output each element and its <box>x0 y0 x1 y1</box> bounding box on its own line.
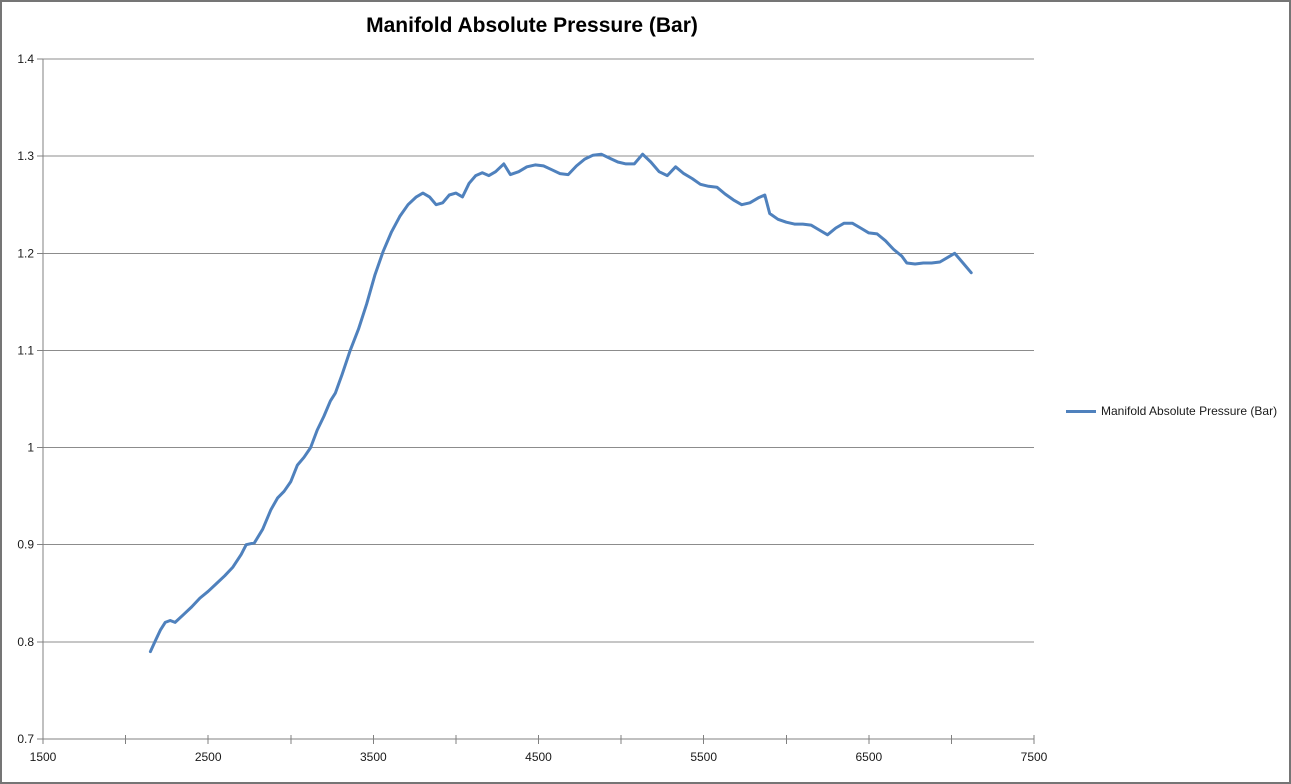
y-tick-label: 0.8 <box>17 635 34 649</box>
series-line <box>148 152 973 654</box>
x-tick-label: 2500 <box>195 750 222 764</box>
legend-line-sample-icon <box>1066 409 1096 413</box>
y-tick-label: 0.9 <box>17 538 34 552</box>
y-tick-label: 1 <box>27 441 34 455</box>
chart-title: Manifold Absolute Pressure (Bar) <box>366 14 698 37</box>
legend-label: Manifold Absolute Pressure (Bar) <box>1101 404 1278 418</box>
x-tick-label: 1500 <box>30 750 57 764</box>
y-tick-label: 1.4 <box>17 52 34 66</box>
x-tick-label: 5500 <box>690 750 717 764</box>
legend: Manifold Absolute Pressure (Bar) <box>1066 401 1277 421</box>
x-tick-label: 3500 <box>360 750 387 764</box>
y-tick-label: 1.2 <box>17 246 34 260</box>
y-tick-label: 0.7 <box>17 732 34 746</box>
x-tick-label: 6500 <box>855 750 882 764</box>
y-tick-label: 1.3 <box>17 149 34 163</box>
y-tick-label: 1.1 <box>17 343 34 357</box>
x-tick-label: 7500 <box>1021 750 1048 764</box>
x-tick-label: 4500 <box>525 750 552 764</box>
